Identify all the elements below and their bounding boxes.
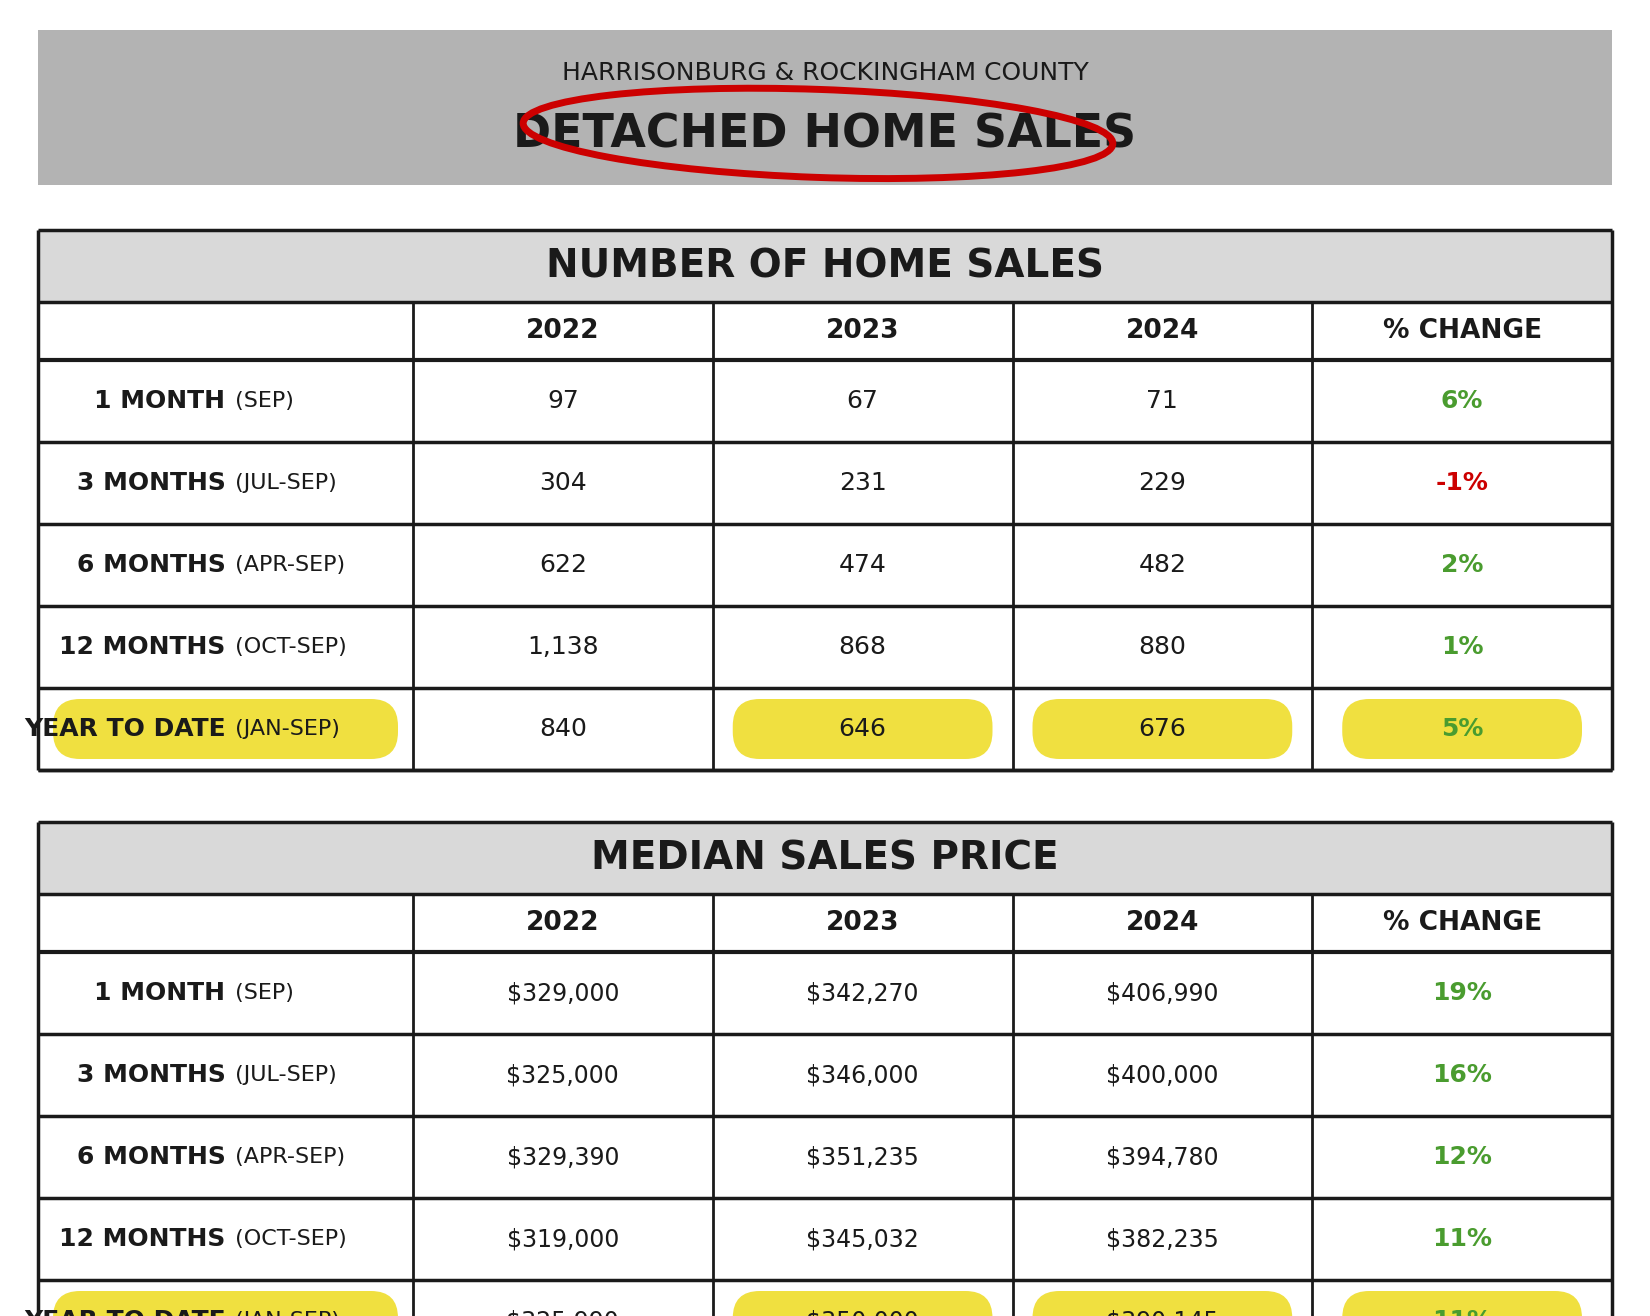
Text: 474: 474 bbox=[838, 553, 886, 576]
FancyBboxPatch shape bbox=[733, 699, 993, 759]
Bar bbox=[38, 822, 1612, 894]
Text: 67: 67 bbox=[846, 390, 878, 413]
Bar bbox=[38, 524, 1612, 605]
FancyBboxPatch shape bbox=[1341, 699, 1582, 759]
Text: 12 MONTHS: 12 MONTHS bbox=[59, 1227, 226, 1252]
Bar bbox=[38, 894, 1612, 951]
Text: 840: 840 bbox=[540, 717, 587, 741]
Text: 1%: 1% bbox=[1440, 636, 1483, 659]
Text: $325,000: $325,000 bbox=[507, 1063, 619, 1087]
Text: 1 MONTH: 1 MONTH bbox=[94, 390, 226, 413]
Text: $406,990: $406,990 bbox=[1106, 980, 1219, 1005]
FancyBboxPatch shape bbox=[53, 699, 398, 759]
Text: 2024: 2024 bbox=[1125, 909, 1200, 936]
Bar bbox=[38, 951, 1612, 1034]
Text: $319,000: $319,000 bbox=[507, 1227, 619, 1252]
Text: 6%: 6% bbox=[1440, 390, 1483, 413]
Text: 11%: 11% bbox=[1432, 1227, 1492, 1252]
Text: 1,138: 1,138 bbox=[526, 636, 599, 659]
Bar bbox=[38, 361, 1612, 442]
Text: 12%: 12% bbox=[1432, 1145, 1492, 1169]
Text: 229: 229 bbox=[1138, 471, 1186, 495]
Bar bbox=[38, 688, 1612, 770]
Text: 646: 646 bbox=[838, 717, 886, 741]
Text: 5%: 5% bbox=[1440, 717, 1483, 741]
Text: 3 MONTHS: 3 MONTHS bbox=[76, 471, 226, 495]
Text: YEAR TO DATE: YEAR TO DATE bbox=[23, 717, 226, 741]
Text: (JAN-SEP): (JAN-SEP) bbox=[228, 719, 340, 740]
Text: (JUL-SEP): (JUL-SEP) bbox=[228, 1065, 337, 1084]
FancyBboxPatch shape bbox=[1341, 1291, 1582, 1316]
Text: 2024: 2024 bbox=[1125, 318, 1200, 343]
Text: 676: 676 bbox=[1138, 717, 1186, 741]
Text: 868: 868 bbox=[838, 636, 886, 659]
Text: 2023: 2023 bbox=[827, 909, 899, 936]
Text: 2%: 2% bbox=[1440, 553, 1483, 576]
Text: 2023: 2023 bbox=[827, 318, 899, 343]
FancyBboxPatch shape bbox=[53, 1291, 398, 1316]
Text: (JAN-SEP): (JAN-SEP) bbox=[228, 1311, 340, 1316]
Text: 6 MONTHS: 6 MONTHS bbox=[76, 553, 226, 576]
Text: -1%: -1% bbox=[1436, 471, 1488, 495]
Bar bbox=[38, 1198, 1612, 1280]
Bar bbox=[38, 1280, 1612, 1316]
Text: 304: 304 bbox=[540, 471, 587, 495]
Text: (OCT-SEP): (OCT-SEP) bbox=[228, 1229, 346, 1249]
Text: 622: 622 bbox=[540, 553, 587, 576]
Text: $394,780: $394,780 bbox=[1106, 1145, 1219, 1169]
Text: $329,390: $329,390 bbox=[507, 1145, 619, 1169]
Text: (APR-SEP): (APR-SEP) bbox=[228, 1148, 345, 1167]
FancyBboxPatch shape bbox=[1033, 1291, 1292, 1316]
Text: (OCT-SEP): (OCT-SEP) bbox=[228, 637, 346, 657]
Text: $325,990: $325,990 bbox=[507, 1309, 619, 1316]
Text: NUMBER OF HOME SALES: NUMBER OF HOME SALES bbox=[546, 247, 1104, 286]
Bar bbox=[38, 230, 1612, 301]
Text: 2022: 2022 bbox=[526, 318, 599, 343]
Bar bbox=[38, 442, 1612, 524]
Text: 880: 880 bbox=[1138, 636, 1186, 659]
Bar bbox=[38, 1116, 1612, 1198]
Text: % CHANGE: % CHANGE bbox=[1383, 318, 1541, 343]
Text: $345,032: $345,032 bbox=[807, 1227, 919, 1252]
Text: HARRISONBURG & ROCKINGHAM COUNTY: HARRISONBURG & ROCKINGHAM COUNTY bbox=[561, 62, 1089, 86]
Text: 11%: 11% bbox=[1432, 1309, 1492, 1316]
Text: (SEP): (SEP) bbox=[228, 983, 294, 1003]
Text: $342,270: $342,270 bbox=[807, 980, 919, 1005]
FancyBboxPatch shape bbox=[733, 1291, 993, 1316]
Bar bbox=[38, 301, 1612, 361]
Text: 1 MONTH: 1 MONTH bbox=[94, 980, 226, 1005]
Text: % CHANGE: % CHANGE bbox=[1383, 909, 1541, 936]
Text: 97: 97 bbox=[548, 390, 579, 413]
Bar bbox=[38, 605, 1612, 688]
Text: (APR-SEP): (APR-SEP) bbox=[228, 555, 345, 575]
Text: $329,000: $329,000 bbox=[507, 980, 619, 1005]
Text: $400,000: $400,000 bbox=[1106, 1063, 1219, 1087]
Text: (JUL-SEP): (JUL-SEP) bbox=[228, 472, 337, 494]
Text: (SEP): (SEP) bbox=[228, 391, 294, 411]
Text: 12 MONTHS: 12 MONTHS bbox=[59, 636, 226, 659]
Text: MEDIAN SALES PRICE: MEDIAN SALES PRICE bbox=[591, 840, 1059, 876]
Text: 6 MONTHS: 6 MONTHS bbox=[76, 1145, 226, 1169]
Bar bbox=[38, 1034, 1612, 1116]
Text: 2022: 2022 bbox=[526, 909, 599, 936]
Text: 16%: 16% bbox=[1432, 1063, 1492, 1087]
Text: $350,000: $350,000 bbox=[807, 1309, 919, 1316]
Text: $390,145: $390,145 bbox=[1106, 1309, 1219, 1316]
Text: 482: 482 bbox=[1138, 553, 1186, 576]
Text: 231: 231 bbox=[838, 471, 886, 495]
Text: 71: 71 bbox=[1147, 390, 1178, 413]
FancyBboxPatch shape bbox=[1033, 699, 1292, 759]
Text: DETACHED HOME SALES: DETACHED HOME SALES bbox=[513, 113, 1137, 158]
Text: $346,000: $346,000 bbox=[807, 1063, 919, 1087]
Text: $382,235: $382,235 bbox=[1106, 1227, 1219, 1252]
Text: 19%: 19% bbox=[1432, 980, 1492, 1005]
Text: 3 MONTHS: 3 MONTHS bbox=[76, 1063, 226, 1087]
Text: $351,235: $351,235 bbox=[807, 1145, 919, 1169]
Text: YEAR TO DATE: YEAR TO DATE bbox=[23, 1309, 226, 1316]
Bar bbox=[38, 30, 1612, 186]
